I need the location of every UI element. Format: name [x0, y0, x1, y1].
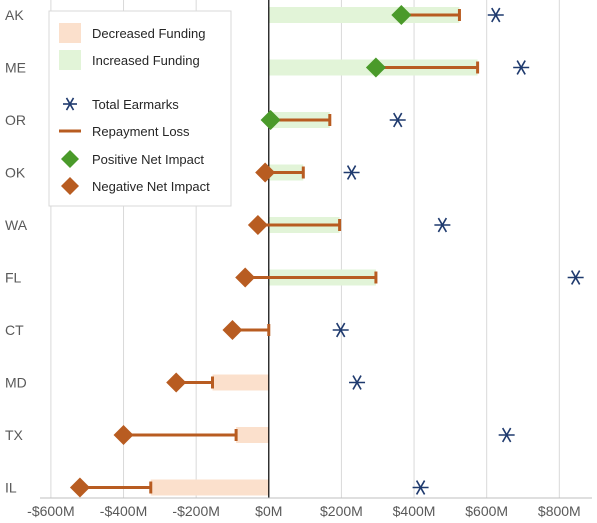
positive-net-impact-marker: [260, 110, 281, 130]
decreased-funding-bar: [150, 479, 269, 496]
legend-label: Repayment Loss: [92, 124, 190, 139]
legend-swatch-total-earmarks: [63, 97, 77, 111]
y-category-label: OR: [5, 112, 26, 128]
negative-net-impact-marker: [113, 425, 134, 445]
x-tick-label: -$200M: [172, 503, 219, 519]
legend-label: Negative Net Impact: [92, 179, 210, 194]
decreased-funding-bar: [212, 374, 269, 391]
y-category-label: CT: [5, 322, 24, 338]
total-earmarks-marker: [498, 427, 515, 443]
markers: [69, 5, 584, 498]
total-earmarks-marker: [412, 480, 429, 495]
x-tick-label: $200M: [320, 503, 363, 519]
legend-swatch-increased-funding: [59, 50, 81, 70]
y-category-label: WA: [5, 217, 28, 233]
x-tick-label: -$600M: [27, 503, 74, 519]
positive-net-impact-marker: [365, 57, 386, 78]
y-category-label: MD: [5, 375, 27, 391]
total-earmarks-marker: [434, 217, 451, 233]
negative-net-impact-marker: [69, 477, 90, 498]
y-category-label: ME: [5, 60, 26, 76]
total-earmarks-marker: [349, 375, 366, 390]
legend-label: Positive Net Impact: [92, 152, 204, 167]
negative-net-impact-marker: [247, 215, 268, 235]
negative-net-impact-marker: [255, 162, 276, 183]
legend-swatch-negative-net-impact: [61, 177, 79, 195]
total-earmarks-marker: [513, 60, 530, 75]
x-tick-label: $0M: [255, 503, 282, 519]
legend-label: Increased Funding: [92, 53, 200, 68]
y-category-label: AK: [5, 7, 24, 23]
x-tick-label: $600M: [465, 503, 508, 519]
negative-net-impact-marker: [235, 267, 256, 288]
legend-swatch-positive-net-impact: [61, 150, 79, 168]
axes: [40, 0, 592, 499]
y-category-label: IL: [5, 480, 17, 496]
legend-box: [48, 10, 232, 207]
total-earmarks-marker: [567, 270, 584, 285]
legend-swatch-decreased-funding: [59, 23, 81, 43]
legend: Decreased Funding Increased Funding Total …: [48, 10, 232, 207]
y-category-label: TX: [5, 427, 24, 443]
total-earmarks-marker: [343, 165, 360, 180]
negative-net-impact-marker: [166, 372, 187, 393]
decreased-funding-bar: [236, 427, 269, 443]
total-earmarks-marker: [487, 7, 504, 23]
x-tick-label: $400M: [393, 503, 436, 519]
y-category-label: OK: [5, 165, 26, 181]
positive-net-impact-marker: [391, 5, 412, 25]
legend-label: Decreased Funding: [92, 26, 205, 41]
legend-label: Total Earmarks: [92, 97, 179, 112]
negative-net-impact-marker: [222, 320, 243, 340]
total-earmarks-marker: [332, 322, 349, 338]
axis-labels: -$600M -$400M -$200M $0M $200M $400M $600M $800…: [5, 7, 581, 519]
y-category-label: FL: [5, 270, 22, 286]
x-tick-label: -$400M: [100, 503, 147, 519]
total-earmarks-marker: [389, 112, 406, 128]
x-tick-label: $800M: [538, 503, 581, 519]
increased-funding-bar: [268, 7, 460, 23]
